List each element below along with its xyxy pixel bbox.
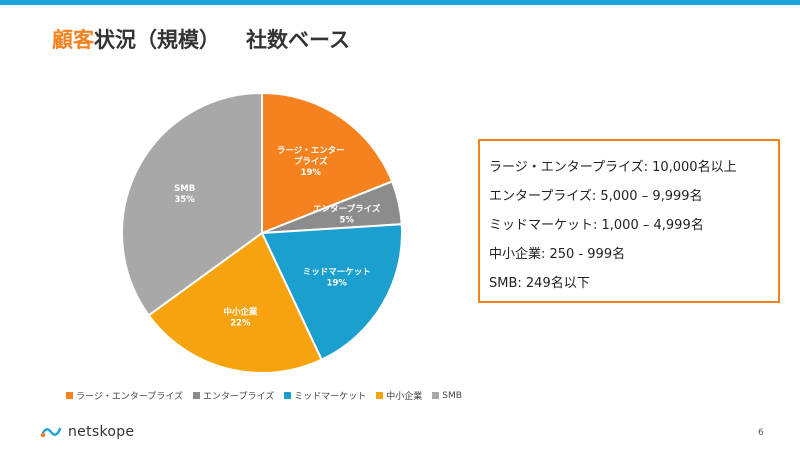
top-accent-bar (0, 0, 800, 5)
slice-label-small-medium: 中小企業 22% (223, 307, 258, 329)
legend-label: SMB (442, 390, 462, 401)
title-suffix: 社数ベース (246, 28, 350, 52)
slice-label-large-enterprise: ラージ・エンタープライズ 19% (277, 145, 345, 178)
pie-slice-smb (121, 91, 263, 317)
slice-label-midmarket: ミッドマーケット 19% (303, 268, 371, 289)
legend-item-midmarket: ミッドマーケット (284, 389, 366, 402)
legend-label: ミッドマーケット (294, 392, 367, 402)
legend-item-large-enterprise: ラージ・エンタープライズ (66, 389, 183, 402)
netskope-logo: netskope (40, 424, 134, 440)
slice-label-smb: SMB 35% (174, 184, 195, 205)
legend-swatch (284, 392, 292, 399)
pie-slice-midmarket (260, 223, 403, 362)
page-number: 6 (758, 428, 764, 438)
definition-smb: SMB: 249名以下 (489, 276, 590, 291)
slide-title: 顧客状況（規模） 社数ベース (52, 24, 350, 54)
legend-item-smb-jp: 中小企業 (376, 389, 422, 402)
legend-swatch (376, 392, 384, 399)
legend-swatch (432, 392, 440, 399)
legend-item-smb: SMB (432, 389, 462, 402)
legend-label: ラージ・エンタープライズ (76, 392, 184, 402)
legend-item-enterprise: エンタープライズ (193, 389, 274, 402)
definition-small-medium: 中小企業: 250 - 999名 (489, 247, 626, 262)
definition-large-enterprise: ラージ・エンタープライズ: 10,000名以上 (489, 160, 737, 175)
definition-midmarket: ミッドマーケット: 1,000 – 4,999名 (489, 218, 704, 233)
slice-label-enterprise: エンタープライズ 5% (313, 204, 381, 226)
title-main: 状況（規模） (94, 28, 220, 52)
chart-legend: ラージ・エンタープライズ エンタープライズ ミッドマーケット 中小企業 SMB (66, 389, 462, 402)
title-highlight: 顧客 (52, 28, 94, 52)
legend-label: エンタープライズ (203, 392, 275, 402)
legend-swatch (193, 392, 201, 399)
pie-slice-large-enterprise (261, 91, 394, 235)
legend-label: 中小企業 (386, 392, 423, 402)
definition-enterprise: エンタープライズ: 5,000 – 9,999名 (489, 189, 703, 204)
pie-slice-small-medium (147, 231, 323, 374)
legend-swatch (66, 392, 73, 399)
netskope-logo-icon (40, 427, 62, 438)
segment-definitions-box: ラージ・エンタープライズ: 10,000名以上 エンタープライズ: 5,000 … (478, 139, 780, 303)
logo-text: netskope (68, 424, 135, 440)
